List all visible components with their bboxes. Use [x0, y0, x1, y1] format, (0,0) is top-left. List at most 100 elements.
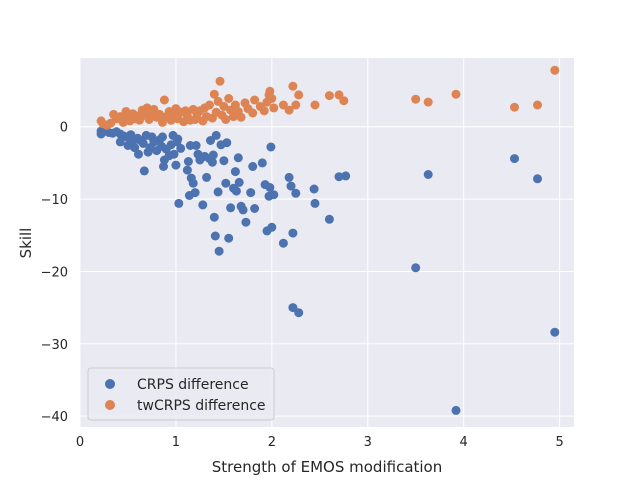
data-point: [248, 108, 258, 118]
data-point: [226, 203, 236, 213]
data-point: [198, 200, 208, 210]
data-point: [219, 102, 229, 111]
x-tick-label: 3: [364, 435, 372, 450]
data-point: [219, 156, 229, 166]
data-point: [191, 141, 201, 150]
data-point: [284, 172, 294, 182]
x-tick-label: 5: [555, 435, 563, 450]
data-point: [324, 214, 334, 224]
data-point: [221, 178, 231, 188]
data-point: [291, 188, 301, 198]
data-point: [294, 308, 304, 318]
data-point: [169, 149, 179, 159]
data-point: [158, 132, 167, 142]
y-axis-label: Skill: [17, 228, 35, 259]
data-point: [173, 134, 183, 144]
data-point: [183, 157, 193, 166]
data-point: [210, 231, 220, 241]
y-tick-label: −20: [41, 265, 68, 280]
data-point: [411, 94, 421, 104]
data-point: [257, 158, 267, 168]
y-tick-label: 0: [60, 121, 68, 136]
data-point: [265, 86, 275, 96]
data-point: [176, 143, 186, 153]
data-point: [236, 112, 246, 122]
data-point: [324, 91, 334, 101]
data-point: [451, 405, 461, 415]
data-point: [411, 263, 421, 273]
data-point: [339, 96, 349, 106]
data-point: [267, 94, 277, 103]
data-point: [246, 188, 256, 198]
data-point: [309, 184, 319, 194]
y-tick-label: −10: [41, 193, 68, 208]
data-point: [190, 188, 200, 198]
data-point: [310, 100, 320, 110]
legend-label-twcrps: twCRPS difference: [137, 398, 266, 414]
data-point: [294, 90, 304, 100]
data-point: [550, 327, 560, 337]
data-point: [288, 81, 298, 91]
data-point: [265, 183, 275, 192]
data-point: [208, 150, 218, 160]
data-point: [222, 138, 232, 148]
data-point: [221, 115, 231, 124]
x-axis-label: Strength of EMOS modification: [212, 458, 443, 476]
data-point: [533, 174, 542, 184]
data-point: [209, 212, 219, 222]
data-point: [224, 94, 234, 103]
data-point: [214, 246, 224, 256]
x-tick-label: 1: [172, 435, 180, 450]
data-point: [288, 303, 298, 313]
data-point: [278, 238, 288, 248]
x-tick-label: 0: [76, 435, 84, 450]
tick-labels: 0 1 2 3 4 5 0 −10 −20 −30 −40: [41, 121, 564, 450]
legend-label-crps: CRPS difference: [137, 377, 249, 393]
series-crps: [96, 125, 560, 415]
data-point: [130, 143, 140, 153]
data-point: [241, 217, 251, 227]
data-point: [139, 166, 149, 176]
data-point: [205, 100, 214, 110]
data-point: [188, 178, 198, 188]
data-point: [269, 103, 279, 113]
data-point: [423, 97, 433, 107]
data-point: [213, 187, 223, 197]
data-point: [138, 138, 148, 148]
data-point: [341, 171, 351, 181]
data-point: [248, 162, 258, 171]
data-point: [550, 65, 560, 75]
x-tick-label: 2: [268, 435, 276, 450]
legend-marker-twcrps: [105, 400, 115, 410]
data-point: [334, 172, 344, 182]
data-point: [288, 228, 298, 238]
data-point: [238, 205, 248, 215]
data-point: [267, 222, 277, 232]
data-point: [234, 177, 244, 187]
data-point: [423, 170, 433, 179]
x-tick-label: 4: [460, 435, 468, 450]
data-points: [96, 65, 560, 415]
data-point: [209, 89, 219, 99]
data-point: [510, 102, 519, 112]
data-point: [291, 100, 301, 110]
data-point: [259, 106, 269, 116]
data-point: [286, 181, 296, 191]
data-point: [250, 204, 260, 213]
data-point: [207, 157, 217, 167]
data-point: [250, 95, 260, 105]
data-point: [310, 198, 320, 208]
data-point: [159, 95, 169, 105]
legend-box: [87, 367, 275, 421]
data-point: [233, 153, 243, 163]
data-point: [510, 154, 519, 164]
data-point: [231, 186, 241, 196]
data-point: [284, 105, 294, 115]
data-point: [230, 167, 240, 177]
data-point: [213, 96, 223, 106]
data-point: [211, 130, 221, 140]
data-point: [134, 149, 143, 159]
legend: CRPS difference twCRPS difference: [87, 367, 275, 421]
grid-lines: [79, 58, 574, 427]
